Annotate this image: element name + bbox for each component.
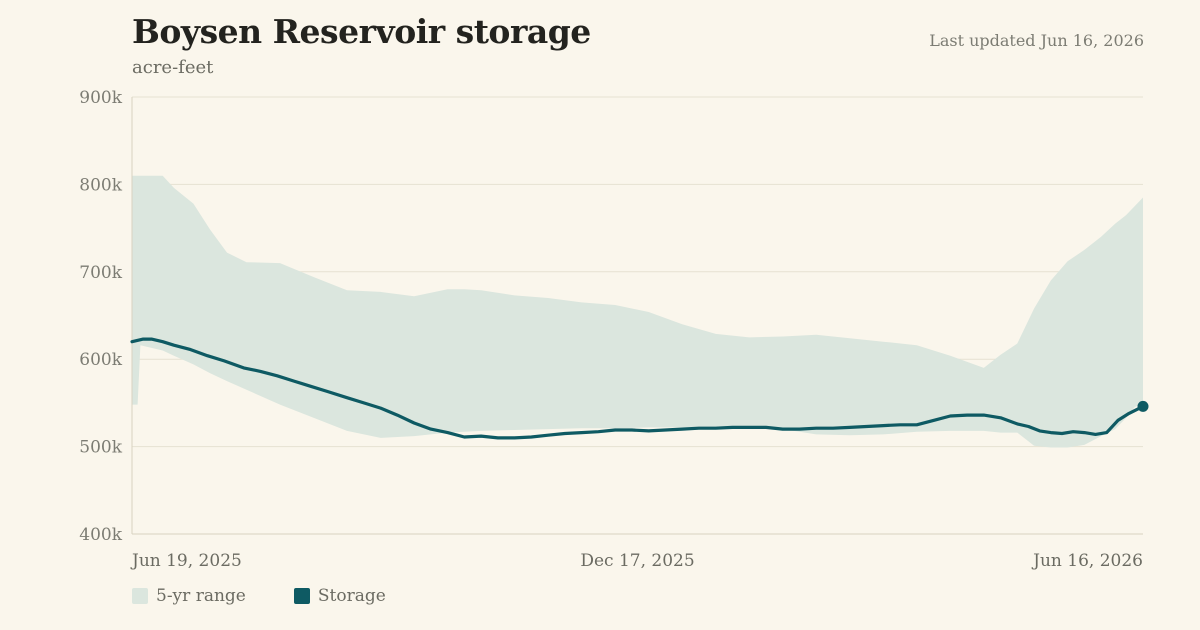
chart-title: Boysen Reservoir storage [132, 12, 591, 51]
storage-line [130, 337, 1145, 440]
legend-swatch-range [132, 588, 148, 604]
legend-swatch-storage [293, 588, 310, 604]
y-tick-label: 800k [79, 175, 122, 195]
y-tick-label: 400k [79, 525, 122, 545]
range-band [132, 175, 1143, 448]
x-tick-label: Dec 17, 2025 [580, 551, 694, 571]
legend-label-storage: Storage [317, 586, 386, 606]
chart-legend: 5-yr range Storage [132, 586, 434, 606]
y-tick-label: 900k [79, 88, 122, 108]
legend-item-storage: Storage [293, 586, 386, 606]
last-updated-label: Last updated Jun 16, 2026 [929, 31, 1144, 50]
y-tick-label: 600k [79, 350, 122, 370]
x-tick-label: Jun 16, 2026 [1031, 551, 1143, 571]
legend-label-range: 5-yr range [156, 586, 246, 606]
storage-endpoint [1137, 400, 1149, 412]
y-tick-label: 500k [79, 438, 122, 458]
y-tick-label: 700k [79, 263, 122, 283]
chart-subtitle: acre-feet [132, 57, 214, 78]
legend-item-range: 5-yr range [132, 586, 246, 606]
x-tick-label: Jun 19, 2025 [130, 551, 242, 571]
